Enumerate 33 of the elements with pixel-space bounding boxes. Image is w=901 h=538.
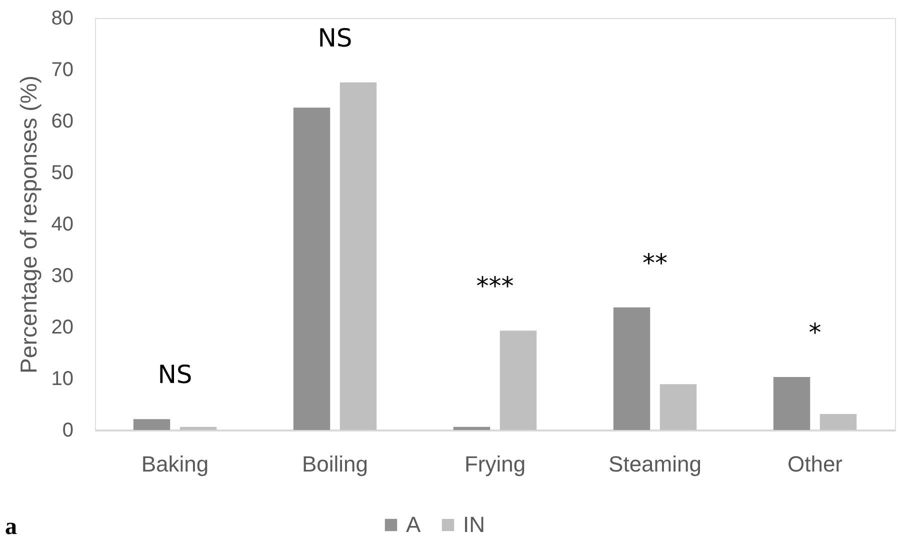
bar bbox=[820, 414, 857, 430]
annotation: NS bbox=[158, 360, 192, 390]
y-tick-label: 50 bbox=[51, 162, 74, 184]
bar bbox=[613, 307, 650, 430]
annotation: *** bbox=[476, 272, 514, 301]
y-axis-title: Percentage of responses (%) bbox=[15, 76, 42, 374]
legend-label: IN bbox=[463, 512, 485, 537]
bar bbox=[293, 108, 330, 430]
y-tick-label: 40 bbox=[51, 214, 74, 236]
bar bbox=[133, 419, 170, 430]
y-tick-label: 10 bbox=[51, 368, 74, 390]
x-tick-label: Other bbox=[787, 452, 843, 476]
y-tick-label: 60 bbox=[51, 110, 74, 132]
x-tick-label: Steaming bbox=[608, 452, 702, 476]
bar bbox=[660, 384, 697, 430]
annotation: NS bbox=[318, 23, 352, 52]
y-tick-label: 0 bbox=[62, 420, 74, 442]
y-tick-label: 80 bbox=[51, 8, 74, 30]
bar bbox=[340, 82, 377, 430]
x-tick-label: Boiling bbox=[302, 452, 368, 476]
y-tick-label: 20 bbox=[51, 316, 74, 338]
x-tick-label: Frying bbox=[464, 452, 526, 476]
annotation: * bbox=[808, 318, 822, 347]
text: a bbox=[5, 514, 17, 538]
y-tick-label: 70 bbox=[51, 59, 74, 81]
bar bbox=[773, 376, 810, 430]
annotation: ** bbox=[642, 248, 668, 278]
x-tick-label: Baking bbox=[141, 452, 209, 476]
bar bbox=[500, 330, 537, 430]
bar bbox=[180, 426, 217, 430]
y-tick-label: 30 bbox=[51, 265, 74, 287]
bar bbox=[453, 426, 490, 430]
legend-label: A bbox=[406, 512, 421, 537]
